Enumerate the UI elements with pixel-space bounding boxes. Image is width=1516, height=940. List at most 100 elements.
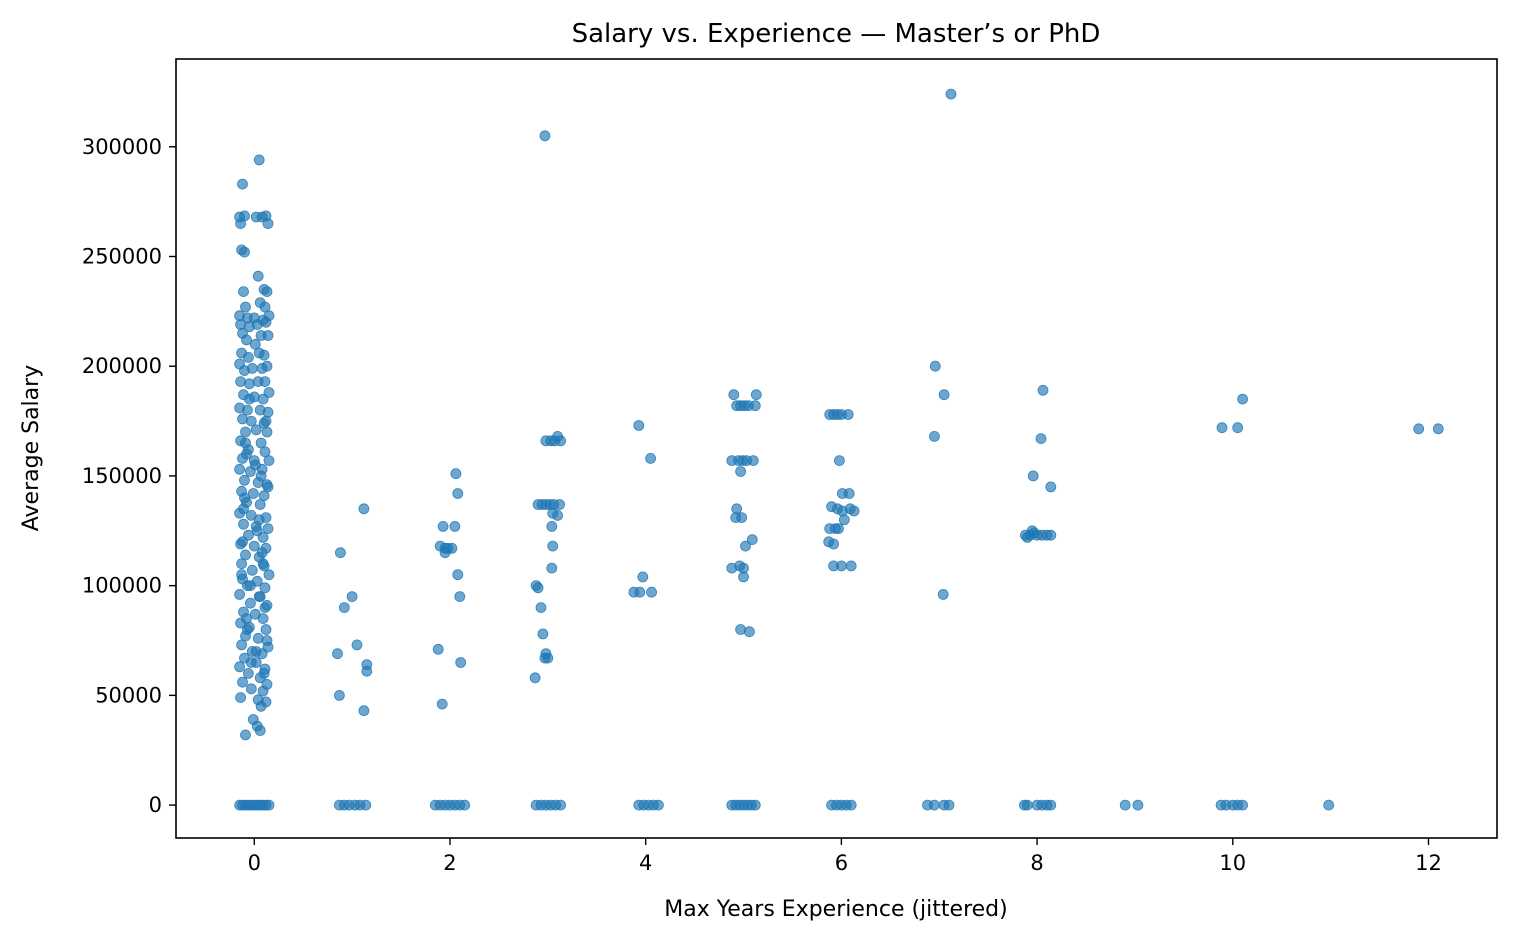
data-point (1119, 799, 1131, 811)
data-point (254, 499, 266, 510)
y-tick-label: 250000 (82, 244, 162, 268)
data-point (728, 389, 740, 401)
data-point (262, 218, 274, 230)
data-point (261, 426, 273, 438)
data-point (238, 286, 249, 298)
data-point (241, 624, 253, 635)
y-axis-ticks: 0 50000 100000 150000 200000 250000 300000 (82, 135, 176, 817)
data-point (929, 799, 940, 811)
data-point (1132, 799, 1144, 811)
data-point (257, 685, 269, 697)
data-point (236, 639, 248, 651)
data-point (633, 420, 645, 431)
data-point (452, 488, 464, 499)
data-point (736, 512, 747, 523)
data-point (828, 538, 839, 550)
data-point (529, 672, 541, 684)
data-point (263, 569, 275, 581)
data-point (263, 799, 275, 811)
data-point (1027, 470, 1039, 482)
data-point (1323, 799, 1335, 811)
data-point (253, 591, 265, 602)
x-tick-label: 12 (1415, 851, 1442, 875)
data-point (241, 448, 252, 460)
data-point (239, 246, 250, 258)
data-point (937, 589, 949, 600)
data-point (242, 668, 254, 679)
data-point (260, 316, 272, 328)
data-point (546, 562, 558, 574)
data-point (744, 626, 755, 638)
data-point (242, 351, 254, 363)
data-point (738, 571, 749, 583)
data-point (929, 430, 940, 442)
x-tick-label: 4 (639, 851, 652, 875)
data-point (848, 505, 860, 517)
data-point (1432, 423, 1444, 435)
data-point (938, 389, 950, 401)
data-point (253, 347, 265, 359)
x-axis-ticks: 0 2 4 6 8 10 12 (248, 838, 1442, 875)
data-point (245, 657, 257, 668)
data-point (236, 569, 248, 581)
data-point (252, 270, 264, 282)
data-point (943, 799, 955, 811)
y-tick-label: 50000 (95, 683, 162, 707)
data-point (845, 799, 857, 811)
data-point (749, 799, 761, 811)
data-point (235, 319, 247, 330)
data-point (235, 692, 247, 703)
data-point (554, 499, 565, 510)
y-tick-label: 200000 (82, 354, 162, 378)
x-tick-label: 10 (1219, 851, 1246, 875)
data-point (535, 602, 547, 613)
data-point (239, 492, 250, 504)
data-point (240, 437, 251, 449)
data-points (234, 88, 1444, 811)
data-point (236, 558, 248, 570)
x-tick-label: 2 (443, 851, 456, 875)
data-point (836, 560, 847, 572)
data-point (838, 514, 850, 526)
data-point (250, 646, 262, 657)
data-point (255, 700, 267, 712)
data-point (539, 130, 551, 142)
data-point (929, 360, 941, 372)
data-point (1045, 481, 1057, 493)
data-point (239, 474, 250, 486)
data-point (537, 628, 549, 640)
data-point (241, 334, 252, 346)
data-point (238, 503, 249, 515)
data-point (255, 437, 267, 449)
data-point (262, 481, 274, 493)
data-point (842, 409, 854, 420)
data-point (740, 540, 751, 552)
data-point (235, 218, 247, 230)
data-point (237, 413, 248, 425)
data-point (257, 393, 269, 405)
data-point (245, 683, 257, 695)
data-point (240, 301, 251, 313)
data-point (257, 558, 269, 570)
data-point (555, 799, 566, 811)
data-point (240, 426, 251, 438)
data-point (454, 591, 466, 602)
data-point (452, 569, 464, 581)
data-point (455, 657, 467, 668)
data-point (332, 648, 343, 660)
data-point (240, 729, 251, 741)
data-point (360, 799, 372, 811)
data-point (334, 547, 346, 559)
data-point (750, 389, 762, 401)
data-point (263, 455, 275, 467)
data-point (735, 466, 746, 477)
data-point (246, 362, 258, 374)
data-point (1021, 799, 1033, 811)
data-point (260, 624, 272, 635)
x-axis-label: Max Years Experience (jittered) (664, 897, 1007, 922)
data-point (634, 586, 646, 598)
data-point (250, 424, 262, 436)
data-point (437, 521, 449, 532)
